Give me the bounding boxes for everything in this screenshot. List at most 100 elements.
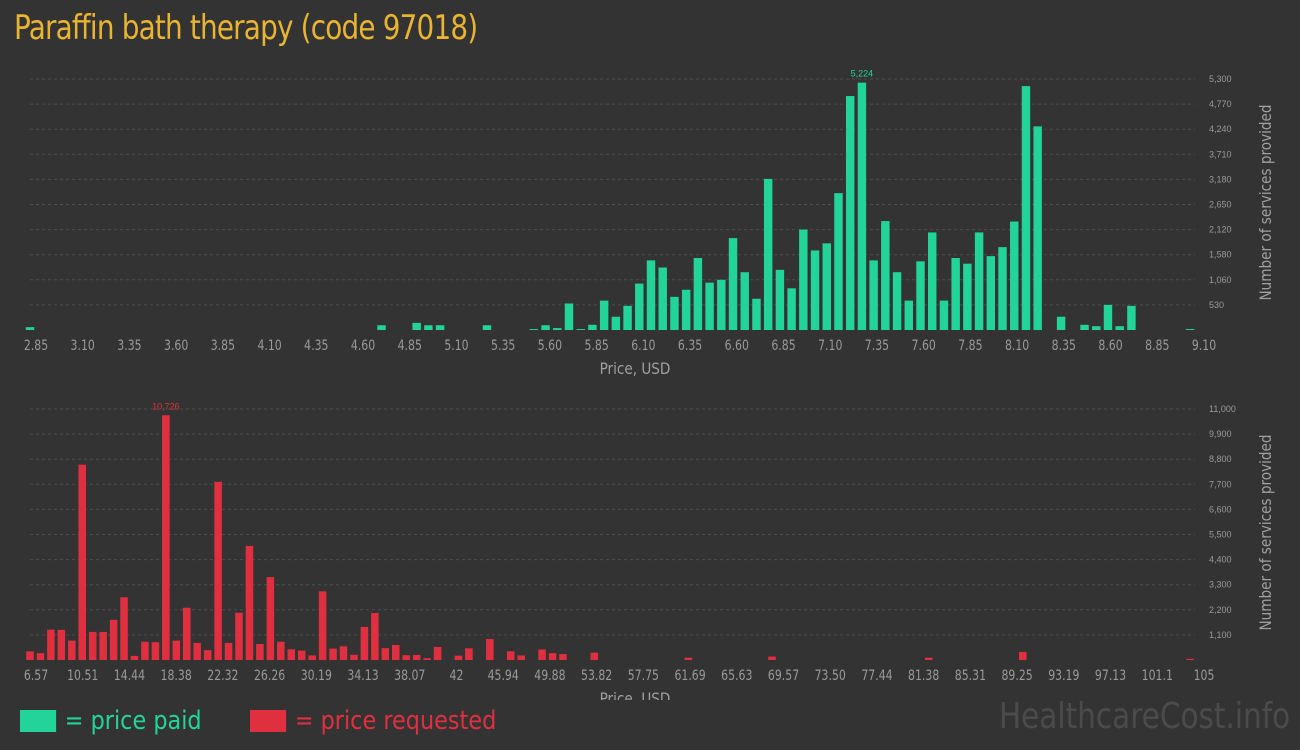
bar: [752, 298, 761, 330]
y-tick-label: 3,710: [1209, 149, 1232, 159]
bar: [845, 96, 855, 330]
bar: [763, 178, 773, 330]
bar: [297, 650, 306, 660]
y-tick-label: 7,700: [1209, 479, 1232, 489]
bar: [538, 649, 546, 660]
x-axis-label: Price, USD: [600, 360, 671, 378]
bar: [517, 655, 525, 660]
x-tick-label: 3.35: [117, 337, 141, 354]
bar: [924, 657, 933, 660]
bar: [412, 322, 421, 330]
page-title: Paraffin bath therapy (code 97018): [14, 8, 478, 48]
x-tick-label: 7.85: [958, 337, 982, 354]
bar: [1186, 658, 1194, 660]
bar: [799, 229, 808, 330]
bar: [564, 303, 574, 330]
legend-paid: = price paid: [20, 703, 202, 739]
bar: [611, 316, 621, 330]
bar: [684, 657, 693, 660]
x-tick-label: 49.88: [534, 667, 565, 684]
bar: [1019, 652, 1027, 660]
y-tick-label: 5,300: [1209, 74, 1232, 84]
x-tick-label: 2.85: [24, 337, 48, 354]
bar: [435, 325, 445, 330]
x-tick-label: 42: [450, 667, 464, 684]
x-tick-label: 81.38: [908, 667, 939, 684]
bar: [392, 644, 400, 660]
bar: [553, 328, 562, 330]
bar: [245, 545, 254, 660]
bar: [740, 272, 749, 330]
bar: [193, 642, 201, 660]
x-tick-label: 8.35: [1052, 337, 1076, 354]
x-tick-label: 89.25: [1001, 667, 1032, 684]
bar: [109, 619, 118, 660]
x-tick-label: 3.60: [164, 337, 188, 354]
bar: [881, 221, 890, 330]
bar: [998, 247, 1007, 330]
y-tick-label: 530: [1209, 300, 1224, 310]
bar: [235, 612, 243, 660]
bars: [25, 82, 1195, 330]
peak-value-label: 10,726: [152, 401, 180, 411]
x-tick-label: 45.94: [488, 667, 519, 684]
bar: [277, 641, 285, 660]
bar: [266, 577, 275, 660]
y-axis-label: Number of services provided: [1257, 435, 1275, 631]
bar: [329, 648, 337, 660]
bar: [869, 260, 878, 330]
bar: [1103, 304, 1113, 330]
bar: [339, 646, 348, 660]
y-tick-label: 6,600: [1209, 504, 1232, 514]
bar: [1127, 305, 1136, 330]
bar: [203, 650, 212, 660]
x-tick-label: 5.60: [538, 337, 562, 354]
bar: [78, 464, 87, 660]
x-tick-label: 5.85: [584, 337, 608, 354]
y-tick-label: 1,580: [1209, 250, 1232, 260]
bar: [214, 481, 222, 660]
x-tick-label: 7.60: [912, 337, 936, 354]
y-axis-label: Number of services provided: [1257, 105, 1275, 301]
bar: [588, 324, 597, 330]
y-tick-label: 5,500: [1209, 530, 1232, 540]
bar: [986, 256, 996, 330]
x-tick-label: 4.10: [257, 337, 281, 354]
bar: [1033, 126, 1042, 330]
bar: [857, 82, 867, 330]
bar: [623, 305, 632, 330]
x-tick-label: 53.82: [581, 667, 612, 684]
bar: [424, 325, 433, 330]
x-tick-label: 57.75: [628, 667, 659, 684]
bar: [951, 258, 960, 330]
bar: [433, 646, 442, 660]
bar: [1185, 329, 1195, 330]
bar: [1115, 326, 1124, 330]
bar: [904, 300, 914, 330]
bar: [892, 272, 902, 330]
bar: [705, 282, 714, 330]
bar: [559, 654, 567, 660]
x-tick-label: 22.32: [207, 667, 238, 684]
x-tick-label: 6.10: [631, 337, 655, 354]
x-tick-label: 3.10: [71, 337, 95, 354]
bar: [465, 648, 473, 660]
bar: [1056, 316, 1066, 330]
y-axis: 1,100 2,200 3,300 4,400 5,500 6,600 7,700 8,800…: [30, 404, 1236, 640]
bar: [635, 283, 644, 330]
bar: [172, 640, 181, 660]
x-tick-label: 7.35: [865, 337, 889, 354]
bar: [402, 655, 410, 660]
x-tick-label: 93.19: [1048, 667, 1079, 684]
bar: [775, 269, 785, 330]
bar: [377, 325, 386, 330]
bar: [590, 652, 599, 660]
bar: [287, 649, 296, 660]
y-tick-label: 2,120: [1209, 225, 1232, 235]
bar: [182, 607, 191, 660]
bar: [717, 279, 726, 330]
bar: [576, 329, 585, 330]
bar: [120, 597, 128, 660]
x-tick-label: 7.10: [818, 337, 842, 354]
x-tick-label: 30.19: [301, 667, 332, 684]
